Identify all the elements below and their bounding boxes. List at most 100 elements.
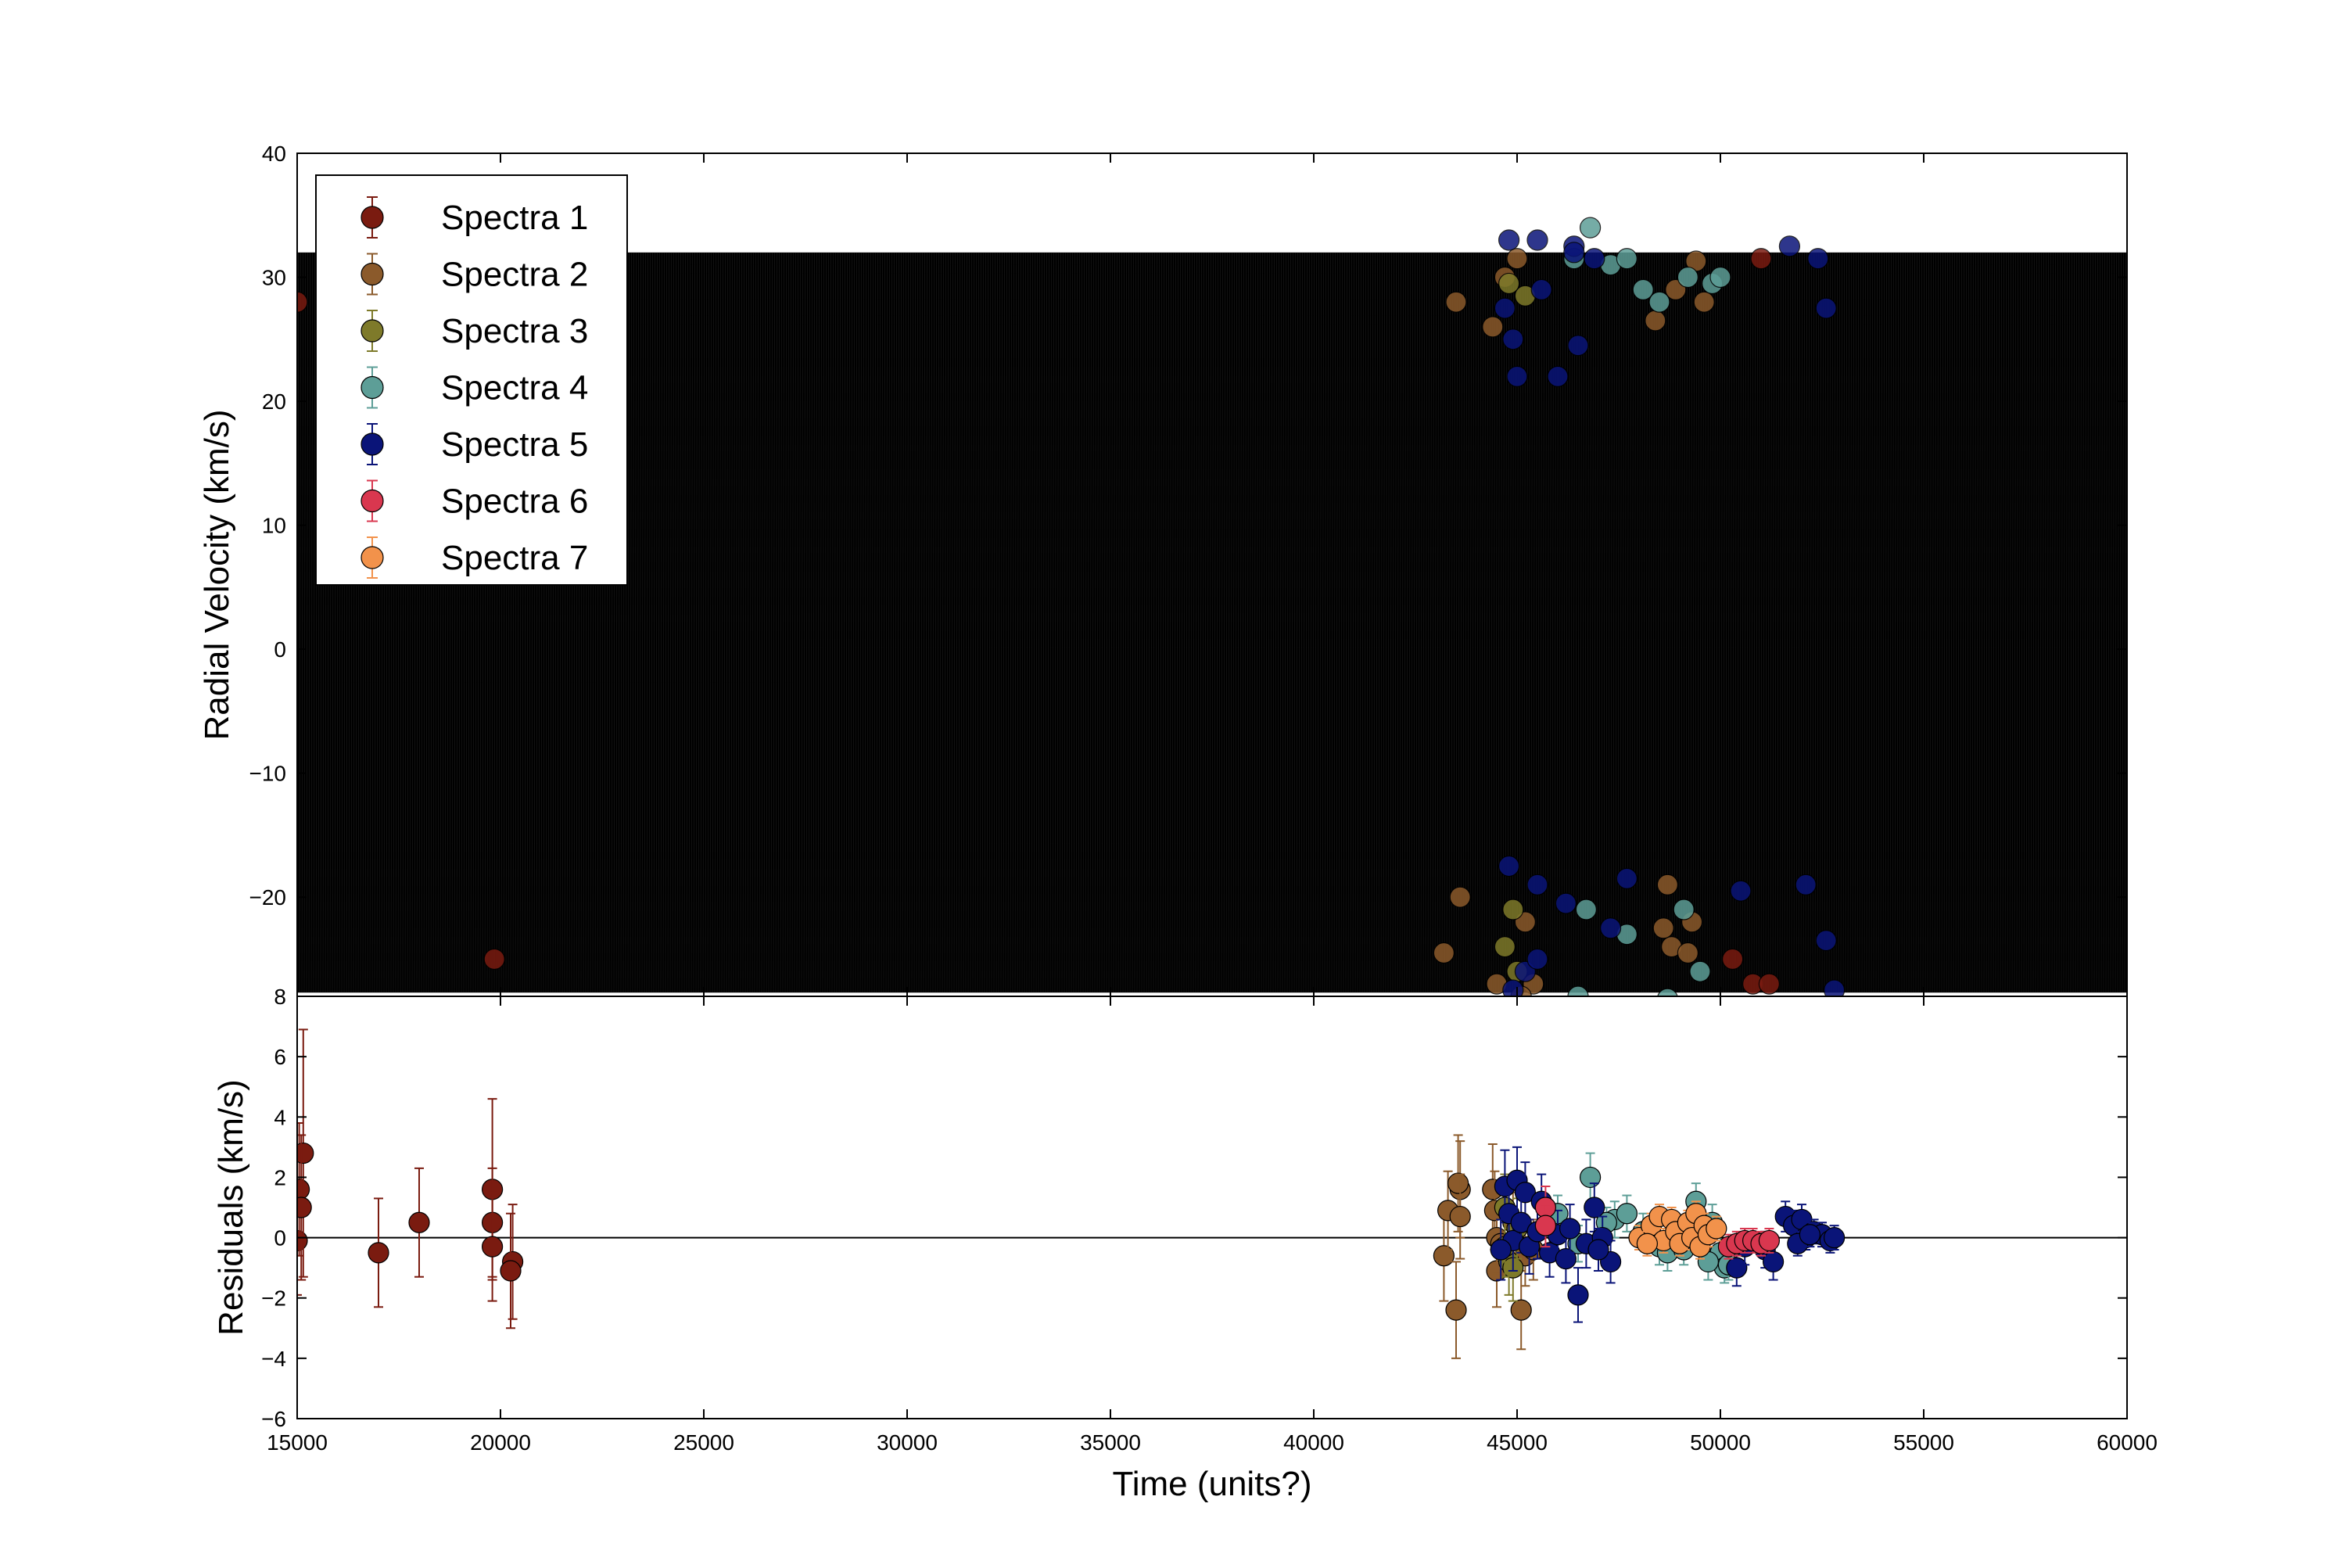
rv-y-tick-label: 20	[262, 389, 286, 414]
legend-marker	[361, 375, 384, 400]
x-tick-label: 60000	[2097, 1430, 2158, 1455]
residual-y-tick-label: 6	[274, 1045, 286, 1069]
rv-point	[1750, 248, 1772, 270]
rv-point	[1815, 930, 1837, 952]
residual-point	[1636, 1233, 1658, 1254]
y-axis-title-rv: Radial Velocity (km/s)	[198, 409, 236, 740]
residual-point	[1587, 1239, 1609, 1261]
residual-point	[1510, 1211, 1532, 1233]
rv-point	[1758, 973, 1780, 995]
rv-points	[297, 217, 1846, 996]
rv-point	[1526, 874, 1548, 895]
legend-label: Spectra 3	[441, 312, 588, 350]
residual-point	[1799, 1224, 1820, 1246]
rv-point	[1824, 979, 1846, 996]
rv-y-tick-label: −20	[249, 885, 287, 910]
legend-label: Spectra 7	[441, 539, 588, 577]
residual-y-tick-label: −2	[261, 1286, 286, 1311]
rv-point	[1693, 291, 1715, 313]
x-tick-label: 40000	[1283, 1430, 1344, 1455]
rv-point	[1730, 880, 1752, 902]
legend-marker	[361, 206, 384, 229]
x-tick-label: 55000	[1893, 1430, 1954, 1455]
residual-point	[1449, 1205, 1471, 1228]
rv-point	[1567, 335, 1589, 357]
legend-label: Spectra 4	[441, 369, 588, 407]
x-tick-label: 45000	[1487, 1430, 1548, 1455]
residual-point	[1706, 1218, 1727, 1240]
rv-point	[1526, 229, 1548, 251]
residual-y-tick-label: 0	[274, 1226, 286, 1250]
residual-point	[1445, 1299, 1467, 1321]
residual-point	[1824, 1226, 1846, 1249]
rv-point	[1689, 960, 1711, 982]
residual-y-tick-label: 8	[274, 985, 286, 1009]
rv-y-tick-label: 10	[262, 514, 286, 538]
rv-point	[1673, 899, 1695, 920]
rv-point	[1482, 316, 1504, 338]
residual-point	[1433, 1245, 1455, 1267]
rv-point	[1657, 988, 1678, 996]
rv-point	[1575, 899, 1598, 920]
rv-point	[1722, 948, 1744, 971]
residual-axes-frame	[296, 996, 2128, 1419]
residual-point	[408, 1211, 430, 1233]
rv-point	[1498, 272, 1520, 295]
rv-point	[1494, 297, 1516, 319]
rv-point	[1648, 291, 1670, 313]
residual-point	[1616, 1203, 1638, 1225]
residual-y-tick-label: −4	[261, 1347, 286, 1371]
x-tick-label: 35000	[1080, 1430, 1141, 1455]
residual-point	[1584, 1197, 1605, 1218]
residual-point	[368, 1242, 389, 1264]
rv-point	[1579, 217, 1602, 239]
legend-marker	[361, 546, 384, 569]
rv-point	[1815, 297, 1837, 319]
residual-point	[1555, 1247, 1577, 1270]
residual-point	[1758, 1229, 1780, 1252]
rv-point	[1494, 935, 1516, 958]
rv-point	[1807, 248, 1829, 270]
rv-point	[1433, 942, 1455, 964]
legend-label: Spectra 6	[441, 483, 588, 521]
rv-y-tick-label: −10	[249, 762, 287, 786]
residual-point	[1510, 1299, 1532, 1321]
rv-point	[483, 948, 505, 971]
residual-point	[1763, 1250, 1785, 1273]
rv-point	[1530, 278, 1552, 300]
x-tick-label: 15000	[267, 1430, 328, 1455]
rv-point	[1652, 917, 1674, 939]
rv-point	[1506, 248, 1528, 270]
rv-point	[1502, 899, 1524, 920]
rv-point	[1502, 979, 1524, 996]
rv-point	[1498, 229, 1520, 251]
rv-point	[1677, 266, 1699, 289]
rv-point	[1616, 867, 1638, 889]
residual-y-tick-label: −6	[261, 1407, 286, 1431]
rv-point	[1656, 874, 1678, 895]
rv-point	[1600, 917, 1622, 939]
rv-point	[1645, 310, 1666, 332]
residual-y-tick-label: 4	[274, 1105, 286, 1129]
rv-point	[1616, 248, 1638, 270]
legend-marker	[361, 262, 384, 286]
legend-marker	[361, 432, 384, 456]
rv-point	[1632, 278, 1654, 300]
rv-point	[1449, 886, 1471, 908]
residual-points	[297, 1028, 1846, 1359]
x-tick-label: 20000	[470, 1430, 531, 1455]
residual-point	[1447, 1172, 1469, 1194]
rv-y-tick-label: 0	[274, 637, 286, 662]
rv-point	[1506, 365, 1528, 387]
residual-point	[1567, 1284, 1589, 1306]
rv-point	[1502, 328, 1524, 350]
legend-marker	[361, 489, 384, 513]
residual-point	[1490, 1239, 1512, 1261]
rv-point	[297, 291, 308, 313]
residual-point	[481, 1236, 504, 1258]
x-tick-label: 25000	[673, 1430, 734, 1455]
residual-point	[297, 1197, 312, 1218]
rv-point	[1555, 892, 1577, 914]
